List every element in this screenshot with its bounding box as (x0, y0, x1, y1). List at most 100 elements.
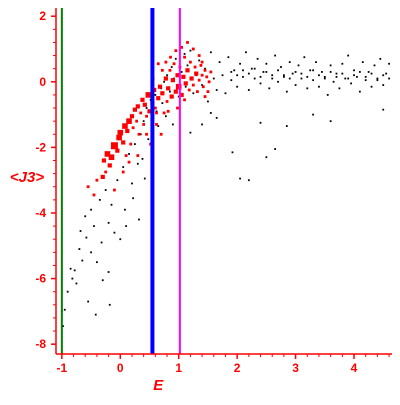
black-point (90, 251, 92, 254)
red-point (129, 142, 133, 146)
black-point (306, 75, 309, 78)
x-tick-label: 3 (292, 361, 299, 375)
red-point (131, 126, 135, 130)
black-point (358, 71, 361, 73)
red-point (156, 96, 161, 101)
black-point (71, 277, 74, 280)
black-point (309, 69, 312, 72)
black-point (294, 84, 297, 86)
black-point (277, 80, 279, 83)
black-point (231, 151, 234, 154)
black-point (207, 100, 209, 103)
black-point (138, 218, 140, 221)
black-point (98, 198, 101, 201)
red-point (110, 142, 118, 150)
black-point (250, 67, 253, 70)
red-point (170, 78, 175, 83)
red-point (140, 97, 145, 102)
red-point (187, 88, 191, 92)
red-point (176, 106, 179, 110)
red-point (203, 68, 207, 72)
red-point (197, 54, 201, 57)
black-point (259, 121, 262, 124)
black-point (285, 125, 288, 127)
red-point (155, 111, 158, 115)
black-point (145, 107, 148, 109)
black-point (367, 71, 370, 73)
black-point (93, 225, 95, 227)
red-point (175, 83, 182, 90)
black-point (239, 177, 241, 180)
red-point (135, 104, 140, 109)
axes (55, 8, 392, 355)
red-point (179, 92, 184, 98)
black-point (85, 236, 88, 239)
red-point (160, 91, 165, 96)
red-point (139, 111, 143, 115)
black-point (122, 166, 125, 168)
black-point (119, 238, 122, 241)
black-point (335, 72, 338, 75)
x-tick-label: -1 (57, 361, 68, 375)
black-point (230, 79, 233, 82)
black-point (75, 282, 78, 285)
black-point (253, 67, 256, 70)
red-point (166, 86, 171, 91)
red-point (108, 154, 115, 161)
y-tick-label: 0 (39, 75, 46, 89)
black-point (136, 162, 139, 165)
black-point (285, 90, 288, 93)
black-point (169, 90, 171, 93)
red-point (194, 71, 199, 76)
black-point (247, 89, 250, 91)
black-point (300, 72, 303, 75)
red-point (132, 107, 137, 112)
y-axis-label: <J3> (10, 169, 44, 186)
black-point (318, 74, 320, 77)
black-point (139, 133, 142, 136)
black-point (326, 94, 329, 96)
black-point (388, 77, 390, 80)
red-point (122, 123, 128, 129)
black-point (236, 74, 239, 77)
black-point (183, 53, 186, 55)
black-point (265, 62, 268, 65)
black-point (124, 208, 126, 211)
red-point (136, 154, 140, 157)
black-point (347, 77, 350, 80)
black-point (63, 308, 66, 311)
black-point (186, 64, 189, 67)
red-point (205, 75, 209, 79)
black-point (78, 248, 81, 250)
black-point (184, 85, 187, 88)
black-point (132, 197, 135, 200)
black-point (274, 54, 277, 57)
red-point (135, 119, 139, 123)
black-point (242, 69, 244, 72)
red-point (104, 170, 108, 174)
black-point (131, 182, 133, 185)
red-point (142, 123, 146, 126)
black-point (388, 62, 390, 65)
black-point (323, 77, 326, 80)
black-point (87, 300, 90, 303)
red-point (121, 170, 125, 174)
red-point (159, 132, 163, 136)
black-point (107, 221, 110, 224)
black-point (94, 313, 97, 316)
red-point (175, 73, 180, 78)
black-point (201, 123, 203, 126)
black-point (271, 74, 274, 77)
red-point (181, 74, 186, 79)
black-point (128, 153, 130, 155)
black-point (180, 71, 183, 73)
black-point (133, 143, 136, 145)
black-point (201, 84, 203, 86)
red-point (163, 76, 168, 81)
black-point (318, 85, 320, 88)
red-point (196, 90, 199, 94)
black-point (364, 79, 367, 82)
x-tick-label: 0 (117, 361, 124, 375)
red-point (92, 193, 96, 197)
